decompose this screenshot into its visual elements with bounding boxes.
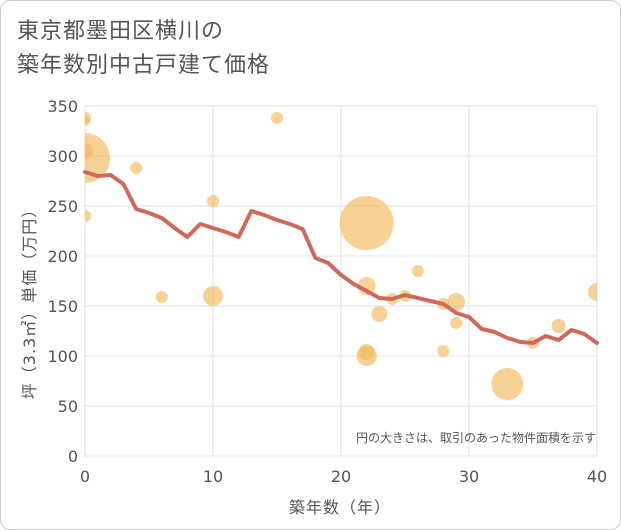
- bubble-point: [450, 317, 463, 329]
- bubbles: [85, 112, 597, 400]
- grid: [84, 105, 598, 457]
- bubble-point: [588, 283, 597, 301]
- bubble-point: [371, 306, 388, 322]
- bubble-point: [207, 195, 219, 207]
- y-tick-label: 200: [47, 247, 78, 266]
- x-tick-label: 0: [80, 467, 90, 486]
- title-line-2: 築年数別中古戸建て価格: [17, 53, 271, 78]
- x-axis-label: 築年数（年）: [289, 498, 391, 517]
- title-line-1: 東京都墨田区横川の: [17, 19, 225, 44]
- x-tick-label: 10: [203, 467, 223, 486]
- bubble-point: [411, 265, 424, 277]
- bubble-point: [85, 133, 110, 183]
- bubble-point: [356, 346, 377, 366]
- bubble-point: [551, 319, 566, 333]
- average-line: [83, 170, 599, 345]
- y-tick-label: 100: [47, 347, 78, 366]
- y-axis-label: 坪（3.3㎡）単価（万円）: [20, 201, 39, 399]
- bubble-point: [491, 368, 524, 400]
- bubble-point: [130, 162, 143, 174]
- bubble-point: [339, 196, 394, 250]
- y-tick-label: 150: [47, 297, 78, 316]
- size-note: 円の大きさは、取引のあった物件面積を示す: [356, 430, 596, 445]
- y-tick-label: 50: [58, 397, 78, 416]
- x-tick-label: 40: [587, 467, 607, 486]
- bubble-point: [85, 210, 91, 222]
- x-tick-label: 30: [459, 467, 479, 486]
- bubble-point: [155, 291, 168, 303]
- x-tick-label: 20: [331, 467, 351, 486]
- bubble-point: [447, 293, 466, 311]
- bubble-point: [85, 112, 91, 124]
- bubble-point: [203, 286, 223, 306]
- x-tick-labels: 0 10 20 30 40: [80, 467, 607, 486]
- y-tick-label: 350: [47, 97, 78, 116]
- y-tick-label: 0: [68, 447, 78, 466]
- y-tick-labels: 0 50 100 150 200 250 300 350: [47, 97, 78, 466]
- y-tick-label: 250: [47, 197, 78, 216]
- bubble-point: [271, 112, 283, 124]
- bubble-point: [437, 345, 450, 357]
- y-tick-label: 300: [47, 147, 78, 166]
- chart-title: 東京都墨田区横川の 築年数別中古戸建て価格: [17, 15, 270, 83]
- average-line-group: [83, 170, 599, 345]
